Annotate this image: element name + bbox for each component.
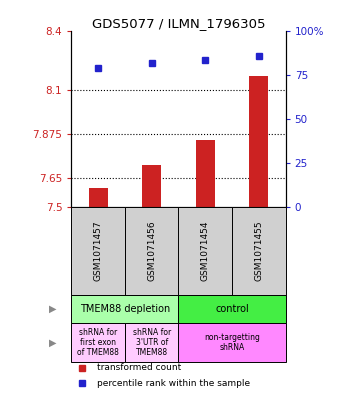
Bar xyxy=(71,207,125,295)
Text: GSM1071454: GSM1071454 xyxy=(201,220,210,281)
Bar xyxy=(178,323,286,362)
Text: transformed count: transformed count xyxy=(97,363,181,372)
Bar xyxy=(125,323,178,362)
Bar xyxy=(89,188,107,207)
Bar xyxy=(125,207,178,295)
Text: GSM1071456: GSM1071456 xyxy=(147,220,156,281)
Text: non-targetting
shRNA: non-targetting shRNA xyxy=(204,333,260,352)
Text: GSM1071455: GSM1071455 xyxy=(254,220,263,281)
Bar xyxy=(71,323,125,362)
Bar xyxy=(71,295,178,323)
Text: control: control xyxy=(215,304,249,314)
Bar xyxy=(196,140,215,207)
Title: GDS5077 / ILMN_1796305: GDS5077 / ILMN_1796305 xyxy=(92,17,265,30)
Text: shRNA for
first exon
of TMEM88: shRNA for first exon of TMEM88 xyxy=(77,327,119,357)
Bar xyxy=(178,207,232,295)
Bar xyxy=(250,76,268,207)
Text: ▶: ▶ xyxy=(49,338,56,347)
Text: TMEM88 depletion: TMEM88 depletion xyxy=(80,304,170,314)
Text: shRNA for
3'UTR of
TMEM88: shRNA for 3'UTR of TMEM88 xyxy=(133,327,171,357)
Text: ▶: ▶ xyxy=(49,304,56,314)
Bar xyxy=(232,207,286,295)
Text: percentile rank within the sample: percentile rank within the sample xyxy=(97,378,250,387)
Bar xyxy=(178,295,286,323)
Text: GSM1071457: GSM1071457 xyxy=(94,220,103,281)
Bar xyxy=(142,165,161,207)
